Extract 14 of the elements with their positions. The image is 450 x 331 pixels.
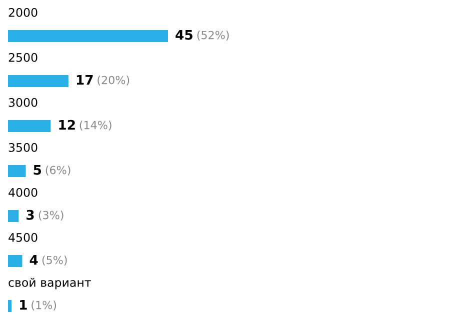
data-label: 5 (6%) bbox=[34, 165, 70, 176]
y-tick-label: 2500 bbox=[8, 52, 38, 62]
data-label: 17 (20%) bbox=[76, 75, 130, 86]
data-label: 45 (52%) bbox=[176, 30, 229, 41]
data-label: 12 (14%) bbox=[59, 120, 112, 131]
y-tick-label: 4000 bbox=[8, 188, 38, 197]
data-label: 3 (3%) bbox=[26, 210, 64, 221]
y-tick-label: 3500 bbox=[8, 142, 38, 152]
data-label: 4 (5%) bbox=[30, 255, 67, 266]
data-label: 1 (1%) bbox=[20, 300, 56, 311]
y-tick-label: 3000 bbox=[8, 98, 38, 107]
y-tick-label: 2000 bbox=[8, 8, 38, 17]
y-tick-label: свой вариант bbox=[8, 278, 91, 290]
y-tick-label: 4500 bbox=[8, 232, 38, 242]
